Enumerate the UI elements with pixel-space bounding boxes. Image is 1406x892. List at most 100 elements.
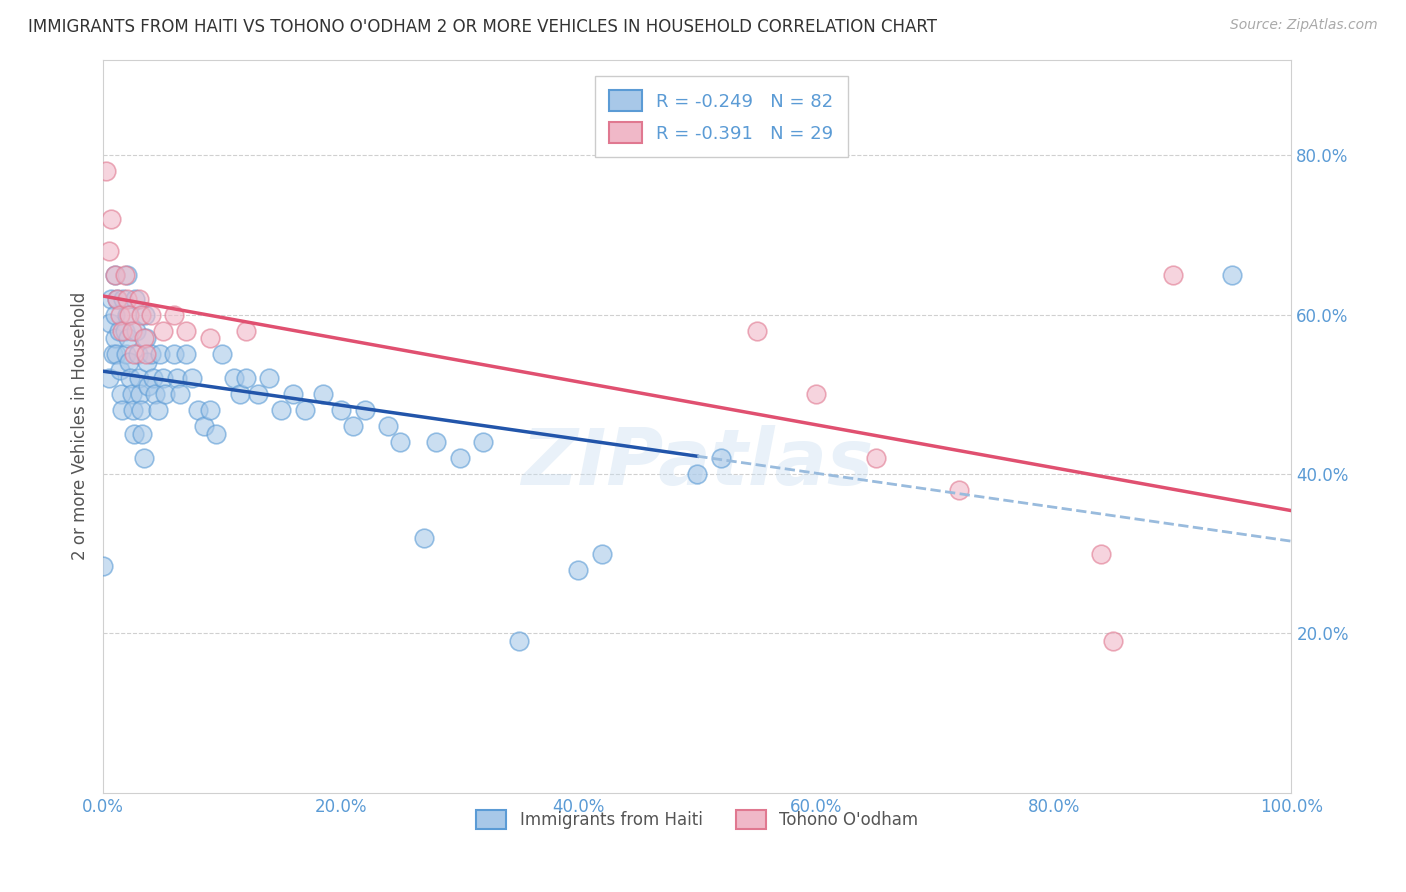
Point bbox=[98, 371, 121, 385]
Point bbox=[112, 292, 135, 306]
Point bbox=[129, 403, 152, 417]
Point bbox=[1220, 268, 1243, 282]
Point bbox=[100, 292, 122, 306]
Point bbox=[107, 324, 129, 338]
Point bbox=[804, 387, 827, 401]
Point bbox=[132, 450, 155, 465]
Point bbox=[128, 292, 150, 306]
Point bbox=[176, 324, 198, 338]
Point bbox=[117, 331, 139, 345]
Point bbox=[246, 387, 269, 401]
Point bbox=[110, 387, 132, 401]
Point bbox=[153, 387, 176, 401]
Point bbox=[121, 324, 143, 338]
Point bbox=[139, 347, 162, 361]
Point bbox=[193, 419, 215, 434]
Point bbox=[142, 371, 165, 385]
Point bbox=[181, 371, 204, 385]
Point bbox=[235, 371, 257, 385]
Point bbox=[152, 371, 174, 385]
Point bbox=[472, 435, 495, 450]
Point bbox=[211, 347, 233, 361]
Text: IMMIGRANTS FROM HAITI VS TOHONO O'ODHAM 2 OR MORE VEHICLES IN HOUSEHOLD CORRELAT: IMMIGRANTS FROM HAITI VS TOHONO O'ODHAM … bbox=[28, 18, 938, 36]
Point bbox=[135, 347, 157, 361]
Point bbox=[111, 324, 134, 338]
Point bbox=[377, 419, 399, 434]
Point bbox=[145, 387, 167, 401]
Point bbox=[105, 292, 128, 306]
Point bbox=[710, 450, 733, 465]
Point bbox=[136, 379, 159, 393]
Y-axis label: 2 or more Vehicles in Household: 2 or more Vehicles in Household bbox=[72, 292, 89, 560]
Point bbox=[948, 483, 970, 497]
Point bbox=[131, 427, 153, 442]
Point bbox=[115, 268, 138, 282]
Text: Source: ZipAtlas.com: Source: ZipAtlas.com bbox=[1230, 18, 1378, 32]
Point bbox=[122, 347, 145, 361]
Point bbox=[342, 419, 364, 434]
Point bbox=[129, 308, 152, 322]
Point bbox=[128, 371, 150, 385]
Point bbox=[139, 308, 162, 322]
Point bbox=[114, 324, 136, 338]
Point bbox=[104, 308, 127, 322]
Point bbox=[100, 211, 122, 226]
Point bbox=[108, 363, 131, 377]
Point bbox=[198, 403, 221, 417]
Point bbox=[567, 563, 589, 577]
Point bbox=[125, 324, 148, 338]
Point bbox=[122, 427, 145, 442]
Point bbox=[94, 164, 117, 178]
Point bbox=[105, 347, 128, 361]
Point bbox=[187, 403, 209, 417]
Point bbox=[135, 331, 157, 345]
Point bbox=[91, 558, 114, 573]
Point bbox=[98, 316, 121, 330]
Point bbox=[176, 347, 198, 361]
Point bbox=[591, 547, 613, 561]
Point bbox=[745, 324, 768, 338]
Point bbox=[205, 427, 228, 442]
Point bbox=[121, 403, 143, 417]
Point bbox=[169, 387, 191, 401]
Point bbox=[686, 467, 709, 481]
Point bbox=[98, 244, 121, 258]
Point bbox=[1102, 634, 1125, 648]
Point bbox=[198, 331, 221, 345]
Point bbox=[166, 371, 188, 385]
Point bbox=[121, 387, 143, 401]
Point bbox=[111, 403, 134, 417]
Point bbox=[104, 268, 127, 282]
Point bbox=[163, 347, 186, 361]
Point bbox=[115, 308, 138, 322]
Point bbox=[270, 403, 292, 417]
Point bbox=[104, 268, 127, 282]
Point bbox=[425, 435, 447, 450]
Text: ZIPatlas: ZIPatlas bbox=[522, 425, 873, 500]
Point bbox=[229, 387, 252, 401]
Point bbox=[108, 308, 131, 322]
Point bbox=[136, 355, 159, 369]
Point bbox=[104, 331, 127, 345]
Point bbox=[149, 347, 172, 361]
Point bbox=[508, 634, 530, 648]
Point bbox=[129, 387, 152, 401]
Point bbox=[1090, 547, 1112, 561]
Point bbox=[389, 435, 412, 450]
Point bbox=[259, 371, 281, 385]
Point bbox=[105, 292, 128, 306]
Point bbox=[120, 371, 142, 385]
Point bbox=[1161, 268, 1184, 282]
Point bbox=[283, 387, 305, 401]
Point bbox=[449, 450, 471, 465]
Legend: Immigrants from Haiti, Tohono O'odham: Immigrants from Haiti, Tohono O'odham bbox=[470, 803, 925, 836]
Point bbox=[146, 403, 169, 417]
Point bbox=[163, 308, 186, 322]
Point bbox=[114, 347, 136, 361]
Point bbox=[294, 403, 316, 417]
Point bbox=[865, 450, 887, 465]
Point bbox=[152, 324, 174, 338]
Point bbox=[118, 308, 141, 322]
Point bbox=[235, 324, 257, 338]
Point bbox=[134, 308, 156, 322]
